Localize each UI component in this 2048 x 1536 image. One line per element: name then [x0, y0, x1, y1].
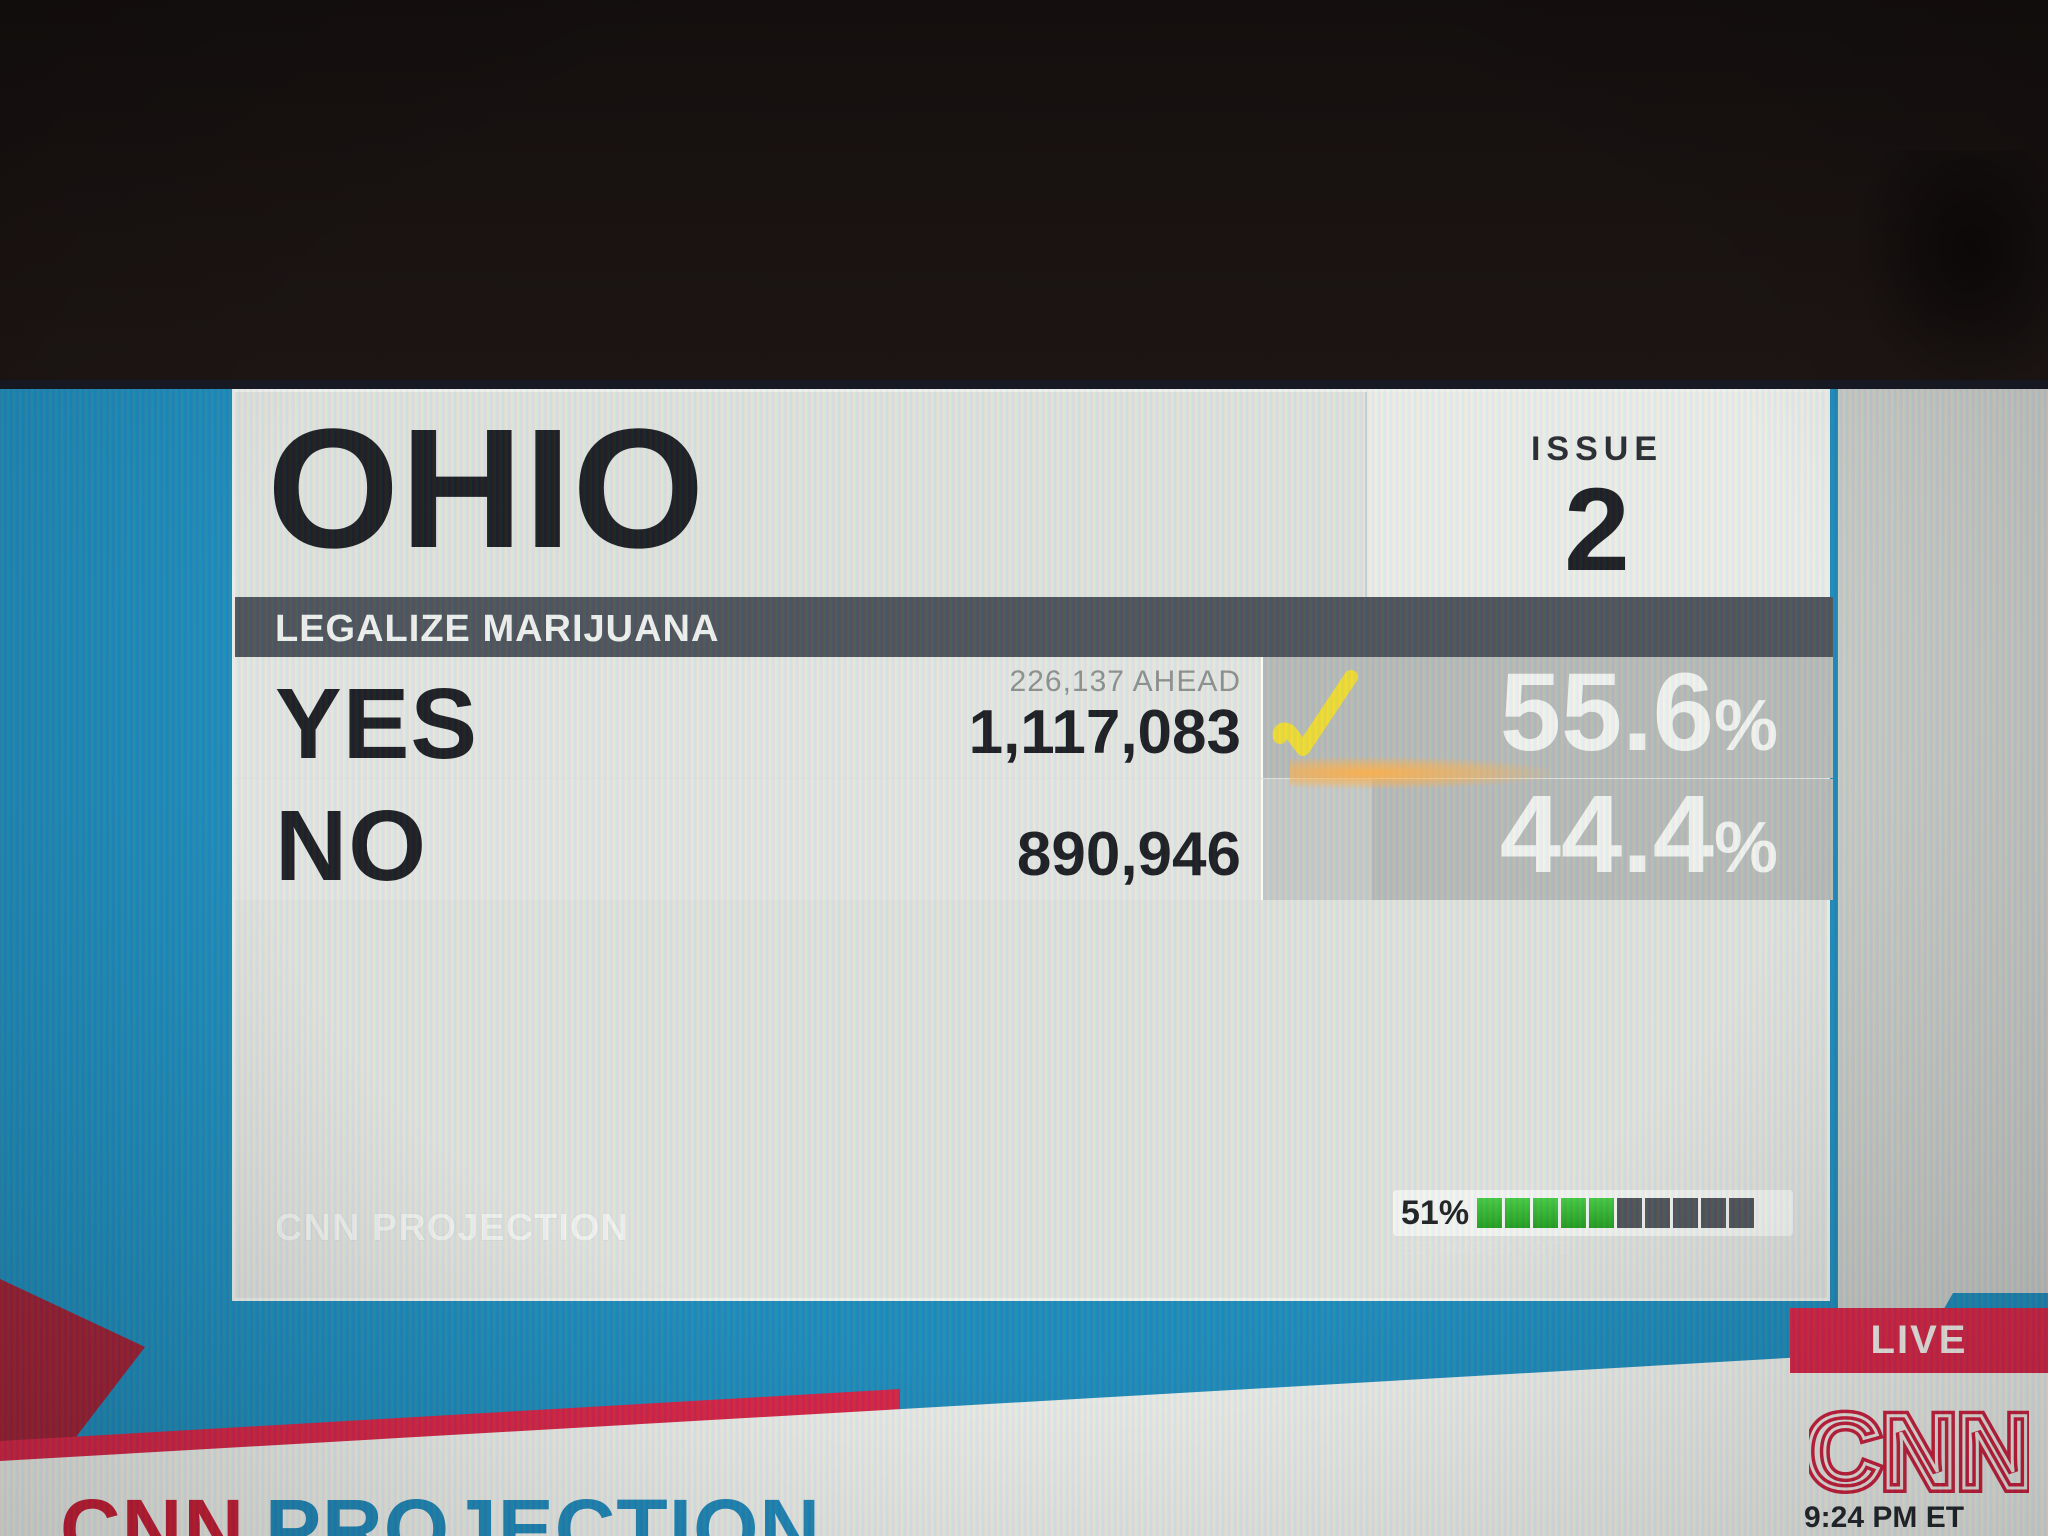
svg-text:CNN: CNN [1809, 1394, 2029, 1511]
